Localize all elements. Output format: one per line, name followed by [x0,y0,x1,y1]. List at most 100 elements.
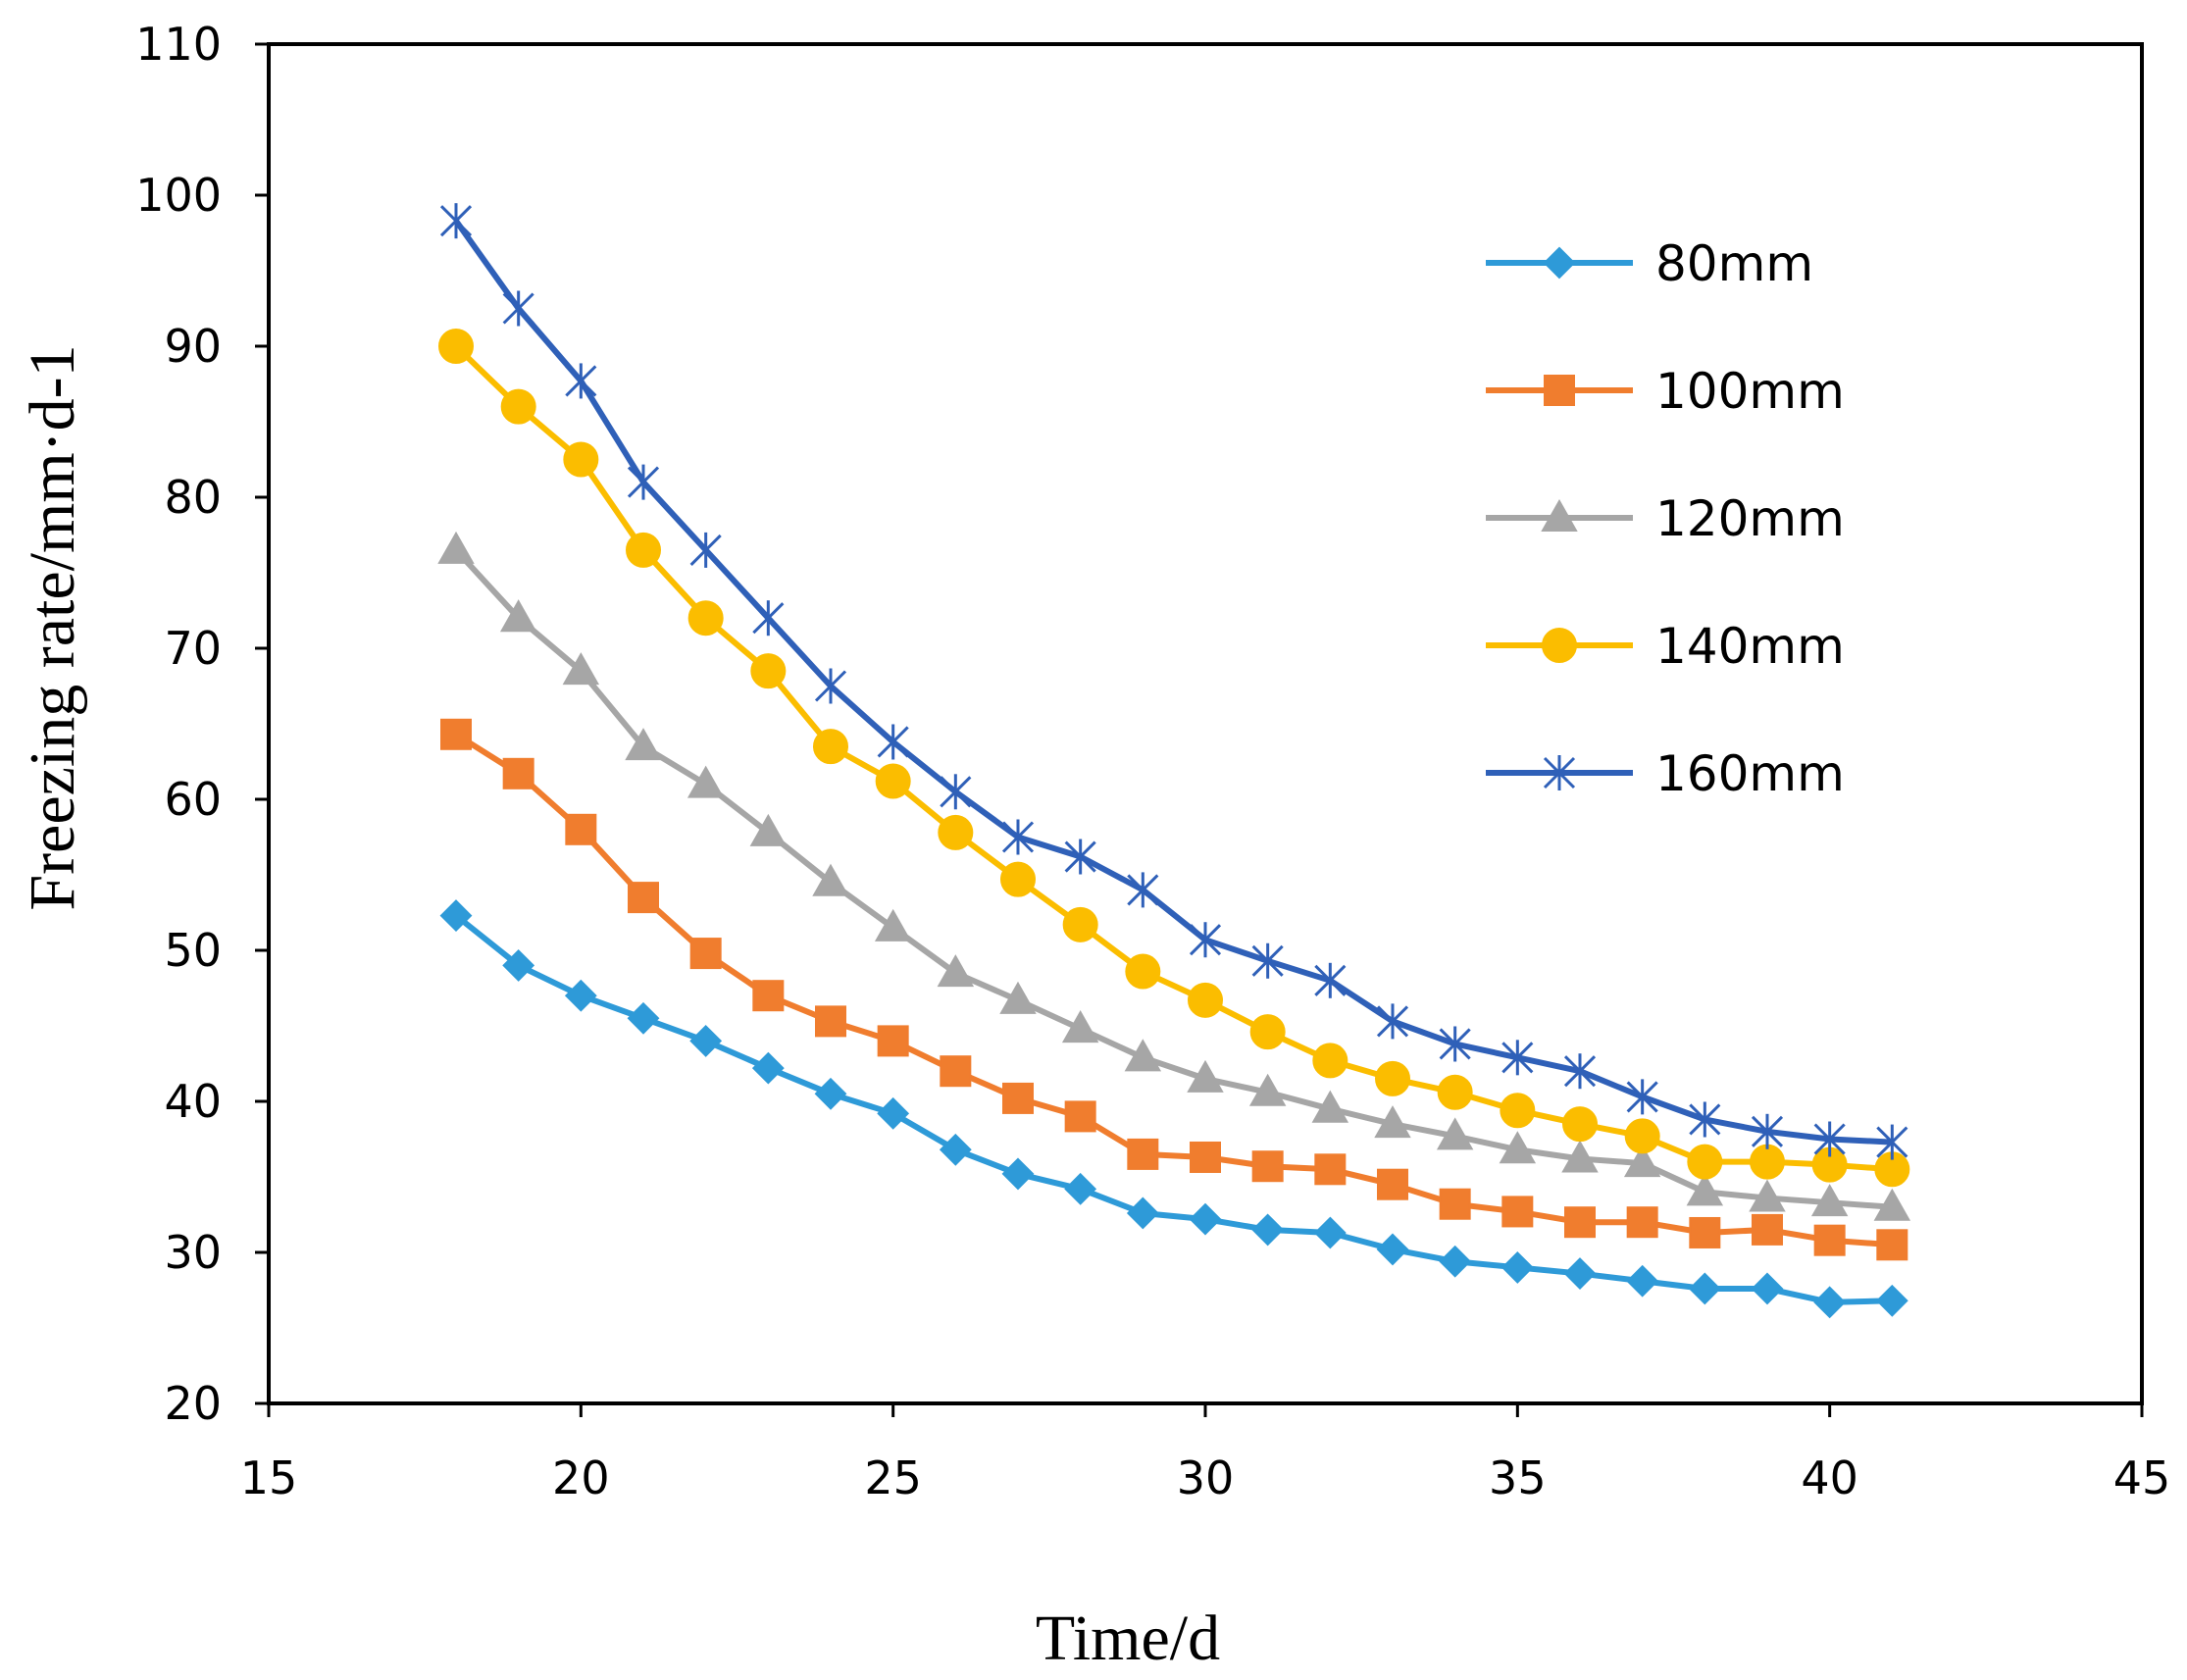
y-axis-ticks: 20 30 40 50 60 70 80 90 100 110 [135,18,269,1430]
data-point-100mm [440,718,472,750]
data-point-120mm [562,652,600,686]
series-140mm [438,329,1910,1188]
data-point-100mm [565,813,597,845]
data-point-100mm [1876,1229,1908,1261]
data-point-160mm [814,668,847,704]
data-point-160mm [1751,1113,1784,1149]
data-point-160mm [1314,962,1347,998]
data-point-120mm [1187,1059,1224,1093]
series-120mm [437,531,1911,1221]
series-160mm [439,203,1908,1160]
data-point-140mm [1125,953,1161,990]
data-point-120mm [687,765,725,798]
data-point-160mm [1001,819,1035,855]
data-point-160mm [1064,839,1096,875]
legend-label: 160mm [1655,745,1845,802]
legend-label: 140mm [1655,618,1845,675]
data-point-160mm [1189,922,1222,958]
data-point-160mm [1376,1003,1409,1040]
data-point-140mm [1500,1093,1536,1129]
data-point-120mm [1873,1188,1911,1221]
data-point-80mm [1875,1284,1908,1317]
data-point-100mm [502,757,534,789]
data-point-140mm [1188,982,1223,1018]
data-point-100mm [1689,1216,1721,1248]
data-point-120mm [1749,1179,1786,1212]
data-point-120mm [937,954,975,988]
x-tick-label: 15 [240,1451,298,1504]
data-point-100mm [877,1025,909,1057]
data-point-80mm [1001,1157,1035,1191]
data-point-100mm [1501,1196,1534,1228]
series-100mm [440,718,1908,1261]
legend-label: 80mm [1655,235,1813,292]
data-point-80mm [1439,1245,1472,1278]
data-point-120mm [1311,1090,1349,1123]
data-point-160mm [1439,1026,1471,1062]
data-point-140mm [1375,1060,1410,1096]
data-point-140mm [1750,1144,1785,1180]
x-tick-label: 25 [864,1451,922,1504]
y-tick-label: 110 [135,18,222,71]
data-point-160mm [1813,1121,1846,1157]
y-tick-label: 20 [164,1377,222,1430]
data-point-80mm [1126,1196,1159,1230]
data-point-140mm [1437,1074,1473,1110]
legend-marker [1544,375,1575,406]
x-tick-label: 45 [2113,1451,2171,1504]
legend-marker [1543,246,1576,280]
data-point-120mm [1061,1010,1099,1044]
data-point-140mm [687,600,724,636]
data-point-100mm [1752,1213,1783,1246]
data-point-160mm [752,600,785,636]
data-point-160mm [1563,1053,1597,1090]
x-tick-label: 30 [1177,1451,1235,1504]
legend-marker [1541,498,1578,532]
data-point-100mm [752,980,785,1012]
legend-item-100mm: 100mm [1486,363,1845,420]
x-axis-ticks: 15 20 25 30 35 40 45 [240,1403,2171,1504]
legend-item-160mm: 160mm [1486,745,1845,802]
data-point-100mm [815,1005,846,1038]
data-point-80mm [1189,1202,1222,1236]
data-point-80mm [502,948,535,982]
y-tick-label: 40 [164,1075,222,1128]
data-point-100mm [1377,1168,1408,1200]
series-layer [437,203,1911,1319]
data-point-80mm [1688,1272,1721,1305]
data-point-120mm [1124,1039,1162,1072]
legend-item-140mm: 140mm [1486,618,1845,675]
data-point-80mm [1500,1250,1534,1284]
x-tick-label: 35 [1489,1451,1547,1504]
y-tick-label: 80 [164,471,222,524]
data-point-120mm [625,728,662,761]
data-point-100mm [1626,1206,1658,1239]
data-point-120mm [499,599,537,633]
plot-area-frame [267,42,2144,1405]
data-point-140mm [500,388,536,425]
data-point-140mm [1062,906,1098,942]
y-tick-label: 90 [164,320,222,373]
data-point-140mm [626,532,661,568]
x-tick-label: 20 [552,1451,610,1504]
legend-label: 100mm [1655,363,1845,420]
legend-item-80mm: 80mm [1486,235,1813,292]
data-point-80mm [814,1077,847,1110]
data-point-160mm [502,290,534,327]
data-point-100mm [1251,1150,1284,1183]
data-point-160mm [1501,1040,1534,1076]
data-point-120mm [999,981,1037,1014]
data-point-140mm [1687,1144,1723,1180]
data-point-120mm [812,863,849,896]
data-point-80mm [689,1024,723,1057]
series-line-160mm [453,219,1893,1145]
y-tick-label: 100 [135,169,222,222]
data-point-120mm [749,813,788,846]
data-point-80mm [1563,1257,1597,1290]
legend-marker [1542,628,1577,663]
legend-item-120mm: 120mm [1486,490,1845,547]
data-point-100mm [1564,1206,1596,1239]
data-point-160mm [565,363,597,399]
data-point-100mm [1439,1188,1471,1220]
